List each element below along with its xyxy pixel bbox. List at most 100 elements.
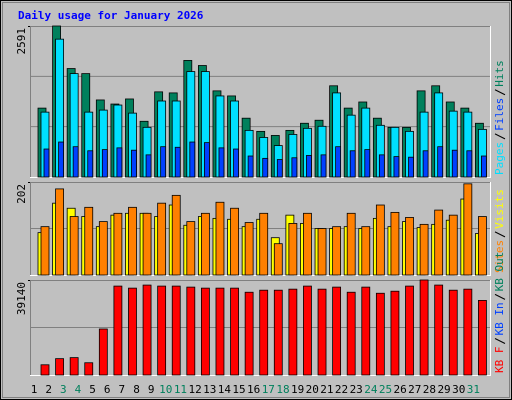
bar bbox=[306, 155, 312, 178]
bar bbox=[262, 157, 269, 178]
bar bbox=[448, 214, 458, 276]
x-tick-label: 7 bbox=[119, 383, 126, 396]
x-tick-label: 20 bbox=[306, 383, 319, 396]
bar bbox=[434, 284, 444, 376]
bar bbox=[174, 146, 181, 178]
bar bbox=[422, 150, 429, 178]
x-tick-label: 19 bbox=[291, 383, 304, 396]
x-tick-label: 2 bbox=[45, 383, 52, 396]
bar bbox=[98, 221, 108, 276]
bar bbox=[157, 202, 167, 276]
bar bbox=[466, 150, 473, 178]
bar bbox=[189, 141, 196, 178]
bar bbox=[434, 209, 444, 276]
legend-label: Files bbox=[493, 98, 506, 131]
x-tick-label: 13 bbox=[203, 383, 216, 396]
bar bbox=[215, 201, 225, 276]
x-tick-label: 15 bbox=[232, 383, 245, 396]
chart-title: Daily usage for January 2026 bbox=[18, 9, 204, 22]
bar bbox=[451, 149, 458, 178]
x-tick-label: 22 bbox=[335, 383, 348, 396]
legend-label: Pages bbox=[493, 142, 506, 175]
x-tick-label: 6 bbox=[104, 383, 111, 396]
bar bbox=[335, 146, 342, 178]
bar bbox=[463, 288, 473, 376]
x-tick-label: 4 bbox=[75, 383, 82, 396]
x-tick-label: 28 bbox=[423, 383, 436, 396]
bar bbox=[448, 289, 458, 376]
bar bbox=[58, 141, 64, 178]
bar bbox=[378, 154, 385, 178]
bar bbox=[437, 146, 444, 178]
bar bbox=[247, 155, 254, 178]
bar bbox=[101, 149, 108, 178]
bar bbox=[230, 287, 239, 376]
bar bbox=[171, 194, 181, 276]
legend: Sites Visits bbox=[493, 189, 506, 273]
bar bbox=[200, 287, 210, 376]
bar bbox=[186, 286, 196, 376]
bar bbox=[40, 364, 50, 376]
x-tick-label: 10 bbox=[159, 383, 172, 396]
bar bbox=[160, 146, 167, 178]
bar bbox=[230, 207, 239, 276]
legend-label: KB Out bbox=[493, 252, 506, 292]
bar bbox=[171, 285, 181, 376]
bar bbox=[364, 149, 371, 178]
y-tick-label: 202 bbox=[15, 184, 28, 204]
bar bbox=[481, 155, 487, 178]
bar bbox=[276, 159, 283, 178]
bar bbox=[419, 279, 429, 376]
bar bbox=[478, 216, 487, 276]
bar bbox=[291, 157, 298, 178]
bar bbox=[375, 204, 385, 276]
legend-label: Visits bbox=[493, 189, 506, 229]
bar bbox=[405, 285, 414, 376]
bar bbox=[390, 211, 400, 276]
bar bbox=[128, 206, 137, 276]
x-tick-label: 27 bbox=[408, 383, 421, 396]
bar bbox=[361, 226, 371, 276]
bar bbox=[215, 287, 225, 376]
bar bbox=[98, 328, 108, 376]
bar bbox=[113, 285, 123, 376]
bar bbox=[405, 217, 414, 276]
x-tick-label: 5 bbox=[89, 383, 96, 396]
bar bbox=[131, 149, 137, 178]
x-tick-label: 17 bbox=[262, 383, 275, 396]
bar bbox=[203, 142, 210, 178]
y-tick-label: 39140 bbox=[15, 282, 28, 315]
x-tick-label: 29 bbox=[437, 383, 450, 396]
bar bbox=[84, 362, 94, 376]
legend-label: KB In bbox=[493, 302, 506, 335]
bar bbox=[87, 150, 94, 178]
bar bbox=[463, 183, 473, 276]
bar bbox=[390, 290, 400, 376]
bar bbox=[186, 221, 196, 276]
bar bbox=[419, 223, 429, 276]
x-tick-label: 3 bbox=[60, 383, 67, 396]
x-tick-label: 1 bbox=[31, 383, 38, 396]
x-tick-label: 12 bbox=[188, 383, 201, 396]
x-tick-label: 25 bbox=[379, 383, 392, 396]
legend-separator bbox=[494, 338, 506, 344]
y-tick-label: 2591 bbox=[15, 28, 28, 55]
bar bbox=[317, 228, 327, 276]
bar bbox=[273, 243, 283, 276]
bar bbox=[349, 150, 356, 178]
x-tick-label: 23 bbox=[350, 383, 363, 396]
bar bbox=[244, 222, 254, 276]
legend-label: Hits bbox=[493, 60, 506, 87]
bar bbox=[478, 300, 487, 376]
bar bbox=[273, 289, 283, 376]
bar bbox=[332, 226, 342, 276]
bar bbox=[40, 226, 50, 276]
x-tick-label: 30 bbox=[452, 383, 465, 396]
bar bbox=[259, 289, 269, 376]
bar bbox=[303, 212, 312, 276]
bar bbox=[393, 156, 400, 178]
bar bbox=[317, 288, 327, 376]
bar bbox=[69, 216, 79, 276]
